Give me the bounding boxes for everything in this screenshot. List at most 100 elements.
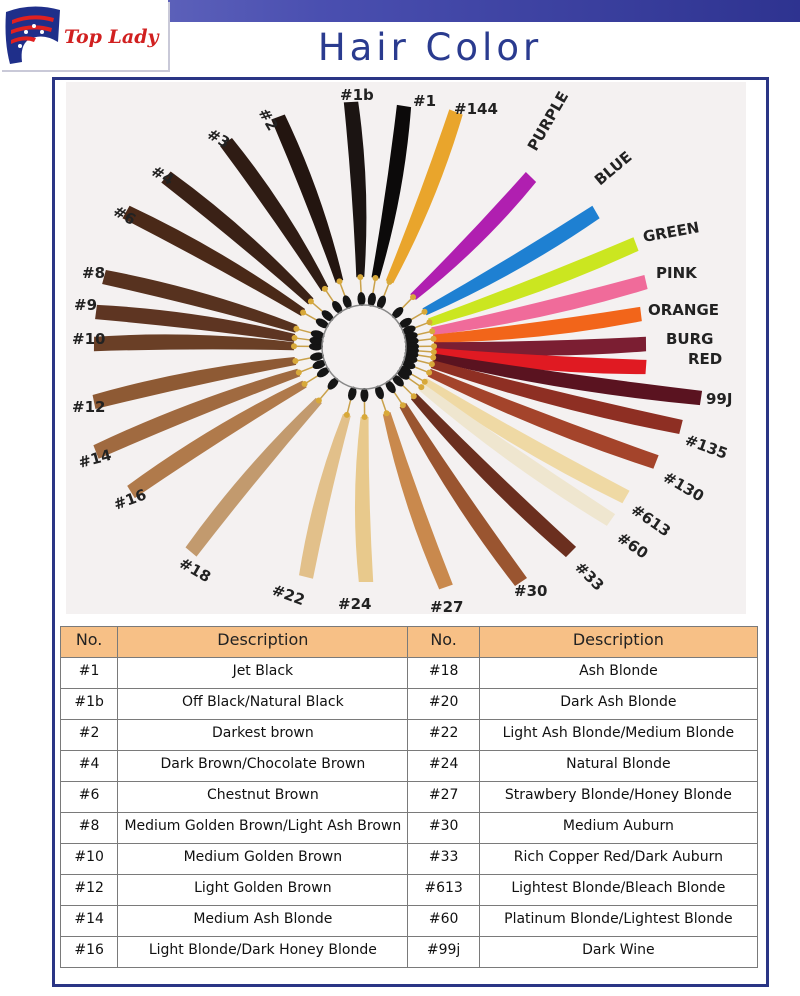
color-description-right: Light Ash Blonde/Medium Blonde	[478, 719, 759, 751]
swatch-label: BURG	[666, 330, 713, 348]
color-description-left: Light Golden Brown	[117, 874, 409, 906]
color-description-left: Medium Golden Brown/Light Ash Brown	[117, 812, 409, 844]
swatch-bead	[399, 317, 412, 328]
swatch-bead	[310, 352, 324, 361]
swatch-bead	[367, 292, 376, 307]
color-description-left: Light Blonde/Dark Honey Blonde	[117, 936, 409, 968]
hair-swatch	[422, 378, 630, 504]
swatch-label: #27	[430, 598, 463, 614]
table-row: #1 Jet Black #18 Ash Blonde	[59, 657, 759, 689]
table-row: #14 Medium Ash Blonde #60 Platinum Blonde/L…	[59, 905, 759, 937]
swatch-bead	[332, 300, 343, 314]
page-title: Hair Color	[317, 26, 543, 69]
swatch-bead	[348, 386, 357, 401]
swatch-bead	[391, 307, 404, 319]
swatch-clip	[426, 319, 433, 326]
swatch-clip	[386, 278, 393, 285]
color-number-left: #8	[59, 812, 119, 844]
color-description-table: No. Description No. Description #1 Jet Bl…	[59, 626, 759, 968]
swatch-clip	[372, 274, 379, 281]
color-number-left: #10	[59, 843, 119, 875]
swatch-bead	[385, 380, 396, 394]
table-row: #2 Darkest brown #22 Light Ash Blonde/Mediu…	[59, 719, 759, 751]
color-description-right: Natural Blonde	[478, 750, 759, 782]
hair-swatch	[343, 101, 367, 278]
color-number-right: #27	[407, 781, 480, 813]
color-number-left: #2	[59, 719, 119, 751]
hair-swatch	[385, 109, 463, 284]
swatch-label: ORANGE	[648, 301, 719, 319]
header-no-left: No.	[59, 626, 119, 658]
flag-silhouette-icon	[5, 6, 60, 65]
swatch-clip	[430, 354, 437, 361]
color-description-left: Jet Black	[117, 657, 409, 689]
header-no-right: No.	[407, 626, 480, 658]
hair-swatch	[399, 402, 527, 586]
swatch-bead	[360, 387, 369, 402]
color-number-right: #33	[407, 843, 480, 875]
swatch-clip	[357, 274, 364, 281]
swatch-label: #613	[628, 501, 674, 541]
swatch-bead	[312, 359, 326, 370]
hair-swatch	[102, 270, 298, 333]
swatch-label: #30	[514, 582, 547, 600]
color-description-right: Rich Copper Red/Dark Auburn	[478, 843, 759, 875]
color-description-left: Dark Brown/Chocolate Brown	[117, 750, 409, 782]
hair-swatch	[185, 397, 322, 557]
swatch-clip	[321, 285, 328, 292]
color-number-right: #613	[407, 874, 480, 906]
swatch-clip	[291, 343, 298, 350]
table-row: #10 Medium Golden Brown #33 Rich Copper Red…	[59, 843, 759, 875]
swatch-clip	[421, 378, 428, 385]
hair-swatch	[299, 413, 351, 579]
metal-ring	[321, 304, 407, 390]
table-row: #16 Light Blonde/Dark Honey Blonde #99j Dar…	[59, 936, 759, 968]
swatch-label: #16	[111, 485, 149, 513]
color-number-left: #1b	[59, 688, 119, 720]
color-description-right: Medium Auburn	[478, 812, 759, 844]
color-description-right: Dark Wine	[478, 936, 759, 968]
hair-swatch	[427, 368, 659, 469]
swatch-clip	[428, 361, 435, 368]
color-number-right: #60	[407, 905, 480, 937]
swatch-clip	[292, 357, 299, 364]
table-row: #8 Medium Golden Brown/Light Ash Brown #30…	[59, 812, 759, 844]
hair-swatch	[220, 137, 329, 292]
swatch-label: #33	[571, 558, 607, 594]
swatch-bead	[375, 385, 384, 400]
color-number-right: #30	[407, 812, 480, 844]
swatch-clip	[399, 402, 406, 409]
swatch-clip	[291, 334, 298, 341]
hair-swatch	[371, 104, 412, 279]
hair-swatch	[433, 347, 647, 375]
color-description-right: Platinum Blonde/Lightest Blonde	[478, 905, 759, 937]
hair-swatch	[428, 237, 639, 326]
swatch-clip	[383, 410, 390, 417]
hair-swatch	[93, 334, 295, 352]
swatch-clip	[361, 413, 368, 420]
swatch-label: PURPLE	[524, 88, 572, 154]
swatch-clip	[418, 384, 425, 391]
hair-swatch	[122, 205, 306, 316]
color-description-left: Off Black/Natural Black	[117, 688, 409, 720]
swatch-clip	[336, 278, 343, 285]
swatch-clip	[315, 397, 322, 404]
header-description-left: Description	[117, 626, 409, 658]
hair-swatch	[410, 171, 537, 300]
table-row: #4 Dark Brown/Chocolate Brown #24 Natural B…	[59, 750, 759, 782]
swatch-label: #1	[413, 92, 436, 110]
hair-swatch	[430, 360, 683, 434]
hair-swatch	[422, 205, 600, 316]
swatch-label: BLUE	[591, 148, 635, 189]
color-description-left: Medium Golden Brown	[117, 843, 409, 875]
swatch-label: PINK	[656, 264, 698, 282]
swatch-clip	[426, 369, 433, 376]
hair-swatch	[433, 336, 647, 356]
color-number-right: #18	[407, 657, 480, 689]
swatch-clip	[410, 393, 417, 400]
swatch-clip	[430, 348, 437, 355]
swatch-clip	[307, 298, 314, 305]
color-number-left: #1	[59, 657, 119, 689]
swatch-label: 99J	[706, 390, 732, 408]
color-number-left: #6	[59, 781, 119, 813]
